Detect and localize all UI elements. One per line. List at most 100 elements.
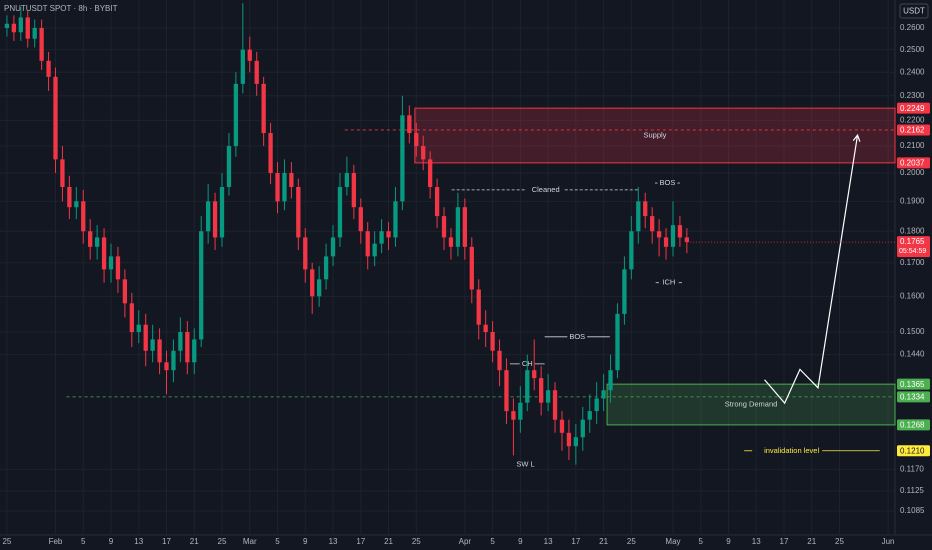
candle-body: [650, 216, 655, 232]
candle-body: [88, 231, 93, 247]
candle-body: [94, 237, 100, 247]
candle-body: [101, 237, 107, 270]
last-price-tag: [897, 236, 930, 258]
y-tick-label: 0.2100: [900, 141, 925, 150]
candle-body: [11, 23, 17, 33]
candle-body: [476, 289, 481, 325]
candle-body: [60, 159, 65, 187]
price-tag: [897, 378, 930, 390]
candle-body: [303, 237, 308, 270]
invalidation-label: invalidation level: [764, 446, 819, 455]
y-tick-label: 0.1440: [900, 350, 925, 359]
plot: [4, 3, 896, 465]
annotation-label: ICH: [662, 278, 675, 287]
candle-body: [573, 437, 579, 447]
candle-body: [268, 133, 273, 174]
price-tag: [897, 419, 930, 431]
x-tick-label: Feb: [49, 537, 63, 546]
candle-body: [192, 339, 197, 363]
candle-body: [129, 303, 134, 333]
candle-body: [81, 201, 86, 232]
x-tick-label: 25: [2, 537, 11, 546]
x-tick-label: 25: [218, 537, 227, 546]
y-tick-label: 0.2500: [900, 45, 925, 54]
price-tag-label: 0.1210: [900, 446, 925, 455]
x-tick-label: 5: [699, 537, 704, 546]
x-tick-label: 21: [190, 537, 199, 546]
candle-body: [171, 350, 176, 371]
candle-body: [670, 225, 676, 247]
x-tick-label: 9: [109, 537, 114, 546]
candle-body: [601, 390, 606, 399]
candle-body: [115, 256, 121, 280]
candle-body: [393, 201, 398, 238]
x-tick-label: 25: [412, 537, 421, 546]
price-tag: [897, 157, 930, 169]
candle-body: [622, 269, 627, 314]
price-tag-label: 0.2162: [900, 126, 925, 135]
zone-label: Strong Demand: [725, 400, 778, 409]
price-tag-label: 0.1365: [900, 380, 925, 389]
candle-body: [400, 115, 405, 202]
candle-body: [684, 237, 690, 243]
candle-body: [532, 370, 537, 379]
y-tick-label: 0.1600: [900, 291, 925, 300]
candle-body: [316, 279, 322, 297]
candle-body: [46, 60, 51, 77]
annotation-label: BOS: [569, 332, 585, 341]
candle-body: [511, 411, 516, 420]
candle-body: [178, 332, 183, 351]
candle-body: [233, 83, 239, 147]
y-tick-label: 0.1800: [900, 226, 925, 235]
candle-body: [462, 207, 467, 247]
candle-body: [663, 237, 669, 247]
candle-body: [199, 231, 204, 340]
candle-body: [552, 390, 558, 420]
price-tag-label: 0.2037: [900, 158, 925, 167]
candle-body: [629, 231, 634, 270]
candle-body: [365, 231, 370, 257]
candle-body: [428, 159, 433, 187]
candle-body: [434, 186, 440, 217]
candle-body: [4, 23, 10, 28]
candle-body: [441, 216, 447, 238]
annotation-label: BOS: [660, 178, 676, 187]
candle-body: [594, 398, 599, 412]
last-price-label: 0.1765: [900, 237, 925, 246]
x-tick-label: 21: [599, 537, 608, 546]
candle-body: [490, 332, 495, 351]
zone: [606, 383, 896, 426]
x-tick-label: Mar: [243, 537, 257, 546]
candle-body: [157, 339, 162, 363]
candle-body: [455, 207, 461, 247]
x-tick-label: 25: [627, 537, 636, 546]
price-axis-bg: [895, 0, 932, 550]
candle-body: [559, 419, 565, 433]
candle-body: [407, 115, 412, 134]
candle-body: [74, 201, 79, 208]
candle-body: [372, 243, 377, 257]
candle-body: [185, 332, 190, 363]
candle-body: [469, 246, 474, 290]
currency-box: [899, 3, 929, 19]
candle-body: [351, 173, 356, 208]
price-tag-label: 0.1334: [900, 392, 925, 401]
x-tick-label: May: [665, 537, 680, 546]
candle-body: [677, 225, 683, 238]
candle-body: [379, 231, 384, 244]
candle-body: [525, 370, 530, 403]
price-tag: [897, 391, 930, 403]
candle-body: [136, 324, 141, 333]
candle-body: [656, 231, 662, 238]
candle-body: [122, 279, 128, 304]
candle-body: [53, 76, 58, 160]
candle-body: [566, 432, 572, 447]
y-tick-label: 0.2400: [900, 67, 925, 76]
candle-body: [67, 186, 72, 208]
candle-body: [615, 313, 620, 371]
x-tick-label: Jun: [882, 537, 895, 546]
x-tick-label: 17: [356, 537, 365, 546]
candle-body: [205, 201, 211, 232]
price-tag: [897, 124, 930, 136]
